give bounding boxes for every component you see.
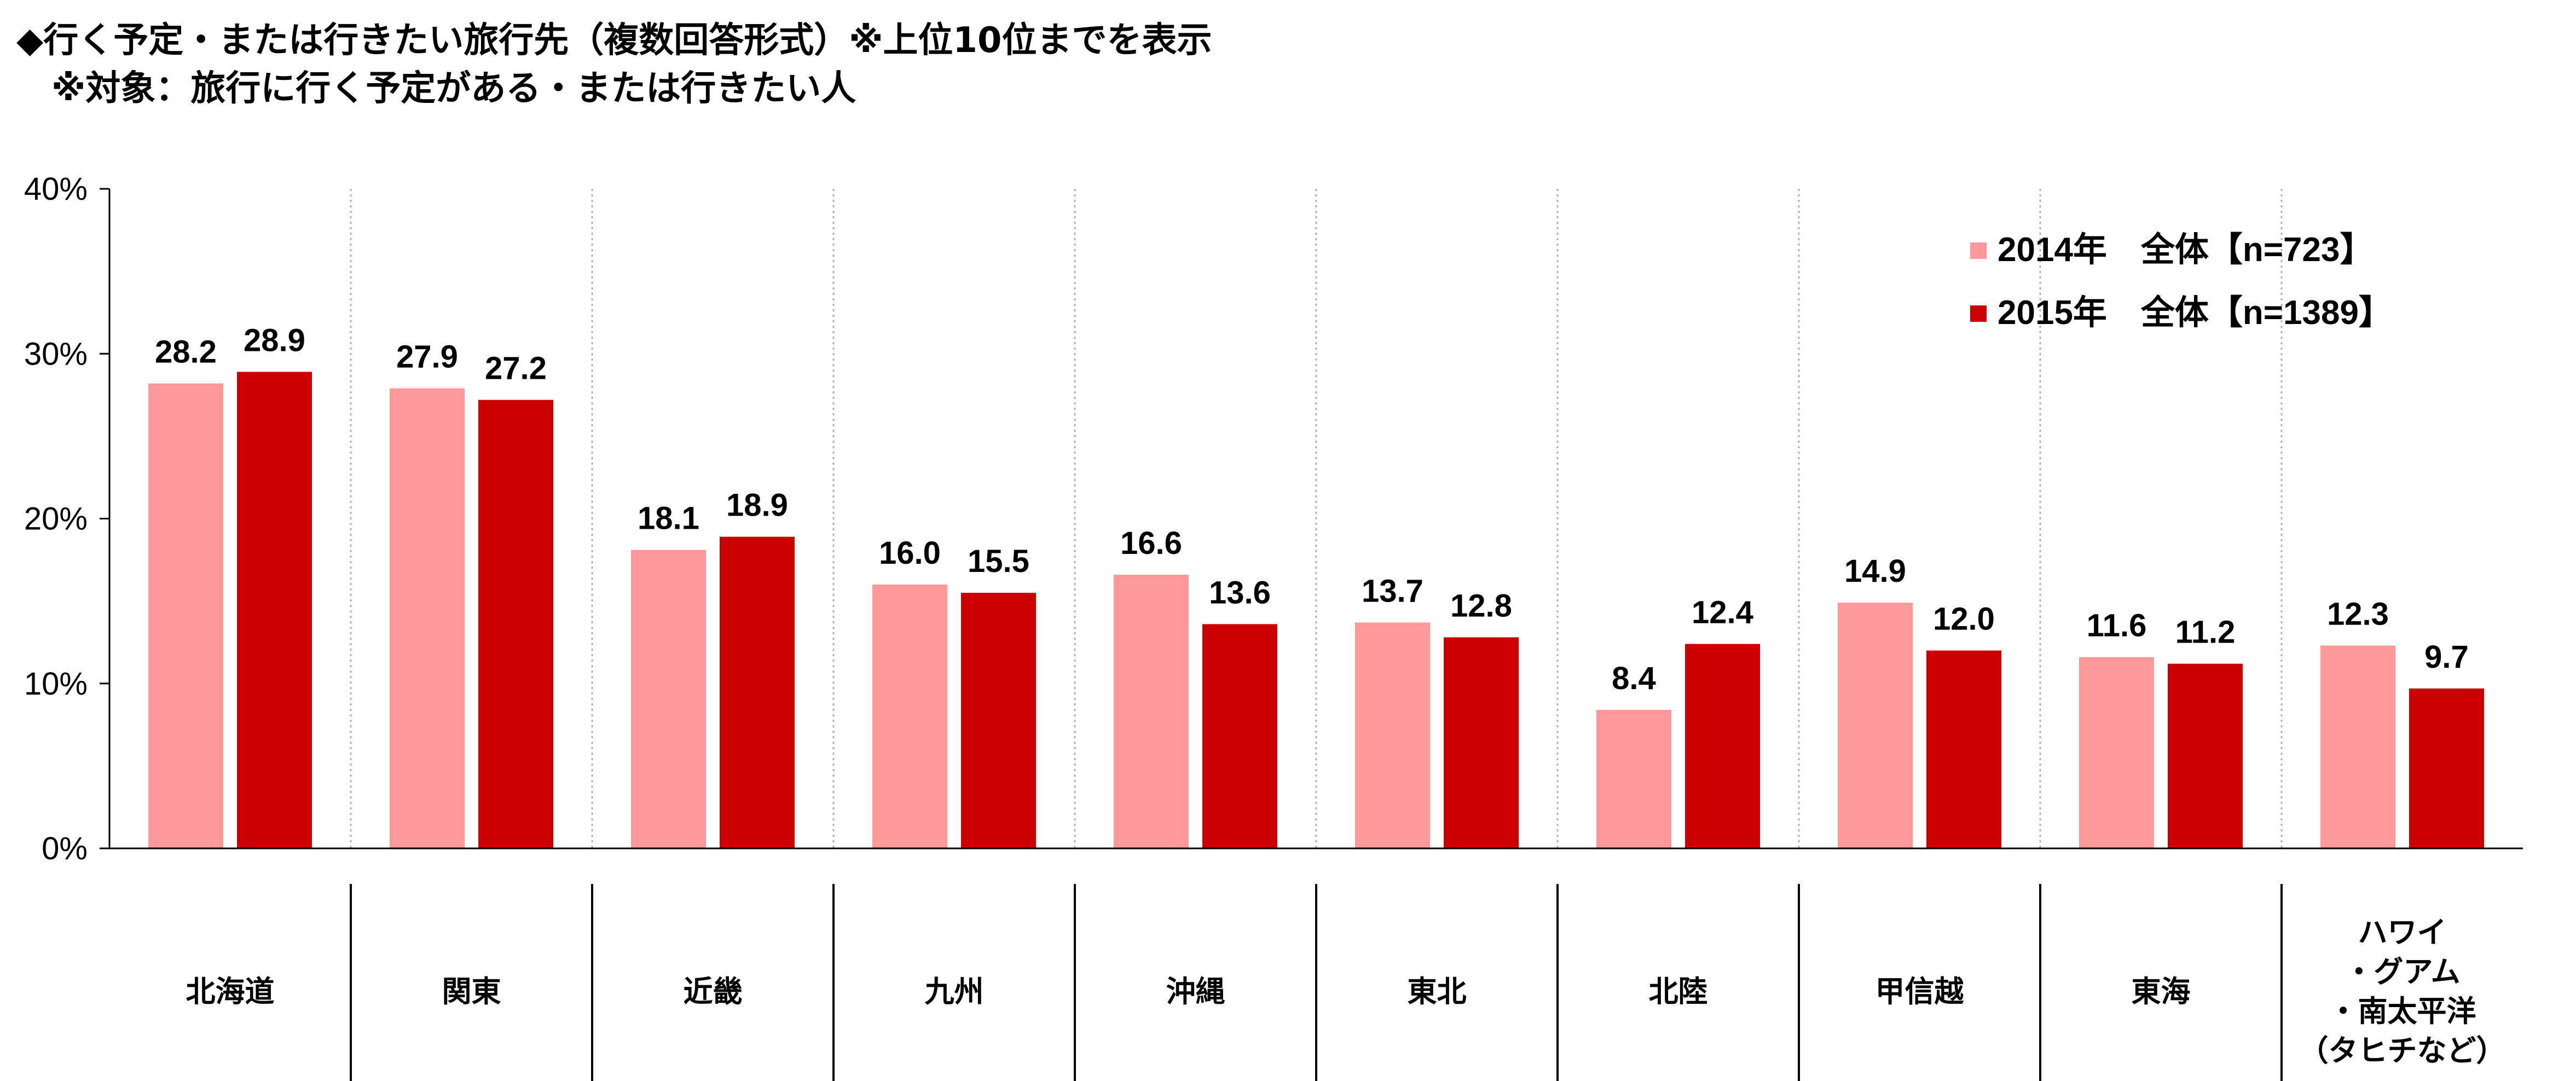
y-tick-label: 20% — [24, 501, 88, 537]
category-label: 関東 — [442, 975, 501, 1008]
data-label: 27.9 — [396, 339, 458, 375]
category-label: 甲信越 — [1875, 975, 1965, 1008]
data-label: 16.6 — [1120, 525, 1182, 561]
category-separators — [350, 189, 2283, 1081]
category-label: 北陸 — [1649, 975, 1708, 1008]
data-label: 12.0 — [1933, 602, 1995, 637]
data-label: 13.7 — [1362, 573, 1423, 609]
bar-series-1 — [1838, 603, 1913, 848]
chart-title: ◆行く予定・または行きたい旅行先（複数回答形式）※上位10位までを表示 ※対象：… — [16, 16, 2534, 113]
bars — [148, 372, 2484, 848]
data-label: 11.2 — [2175, 615, 2236, 650]
category-label: 近畿 — [684, 975, 743, 1008]
bar-series-1 — [1114, 574, 1189, 848]
data-label: 12.8 — [1450, 588, 1512, 623]
data-label: 18.1 — [638, 501, 699, 536]
data-label: 12.4 — [1692, 594, 1753, 630]
legend-swatch — [1970, 242, 1987, 259]
category-label: 東北 — [1408, 975, 1467, 1008]
bar-series-2 — [237, 372, 312, 848]
category-label: ハワイ — [2358, 916, 2447, 949]
y-tick-label: 10% — [24, 666, 88, 702]
chart-title-line-2: ※対象：旅行に行く予定がある・または行きたい人 — [16, 68, 856, 109]
chart-title-line-1: ◆行く予定・または行きたい旅行先（複数回答形式）※上位10位までを表示 — [16, 20, 1212, 61]
data-label: 14.9 — [1844, 553, 1906, 589]
data-labels: 28.2 28.9 27.9 27.2 18.1 18.9 16.0 15.5 16.6 13.6… — [155, 322, 2469, 696]
legend-label: 2015年 全体【n=1389】 — [1998, 294, 2393, 332]
bar-series-2 — [1202, 624, 1277, 848]
data-label: 13.6 — [1209, 575, 1271, 610]
category-labels: 北海道 関東 近畿 九州 沖縄 東北 北陸 甲信越 東海 ハワイ・グアム・南太平洋 （タヒチなど） — [186, 916, 2506, 1067]
category-label: ・グアム — [2344, 956, 2460, 988]
bar-series-2 — [2409, 688, 2484, 848]
category-label: ・南太平洋 — [2329, 995, 2476, 1028]
category-label: 九州 — [925, 975, 984, 1008]
bar-series-1 — [390, 388, 465, 848]
legend-label: 2014年 全体【n=723】 — [1998, 231, 2374, 269]
bar-series-2 — [1926, 650, 2001, 848]
data-label: 12.3 — [2327, 596, 2389, 632]
category-label: 北海道 — [186, 975, 275, 1008]
data-label: 27.2 — [485, 351, 547, 386]
bar-series-1 — [1596, 709, 1671, 848]
bar-series-1 — [2079, 657, 2154, 848]
data-label: 11.6 — [2087, 608, 2147, 644]
data-label: 28.2 — [155, 334, 217, 369]
category-label: 東海 — [2132, 975, 2191, 1008]
y-tick-label: 0% — [42, 831, 88, 866]
legend-swatch — [1970, 305, 1987, 322]
data-label: 18.9 — [726, 488, 788, 523]
bar-series-1 — [2320, 645, 2395, 848]
data-label: 15.5 — [968, 544, 1029, 579]
axes: 0% 10% 20% 30% 40% — [24, 171, 2523, 866]
legend: 2014年 全体【n=723】 2015年 全体【n=1389】 — [1970, 231, 2393, 332]
y-tick-label: 30% — [24, 336, 88, 372]
category-label: （タヒチなど） — [2299, 1034, 2506, 1067]
y-tick-label: 40% — [24, 171, 88, 207]
data-label: 28.9 — [244, 322, 305, 358]
bar-series-2 — [1444, 637, 1519, 848]
category-label: 沖縄 — [1166, 975, 1225, 1008]
bar-series-2 — [961, 593, 1036, 848]
bar-series-2 — [720, 536, 795, 848]
bar-series-2 — [1685, 644, 1760, 848]
bar-series-1 — [148, 383, 223, 848]
bar-series-1 — [872, 585, 947, 848]
bar-series-1 — [1355, 622, 1430, 848]
bar-series-2 — [478, 400, 553, 848]
data-label: 16.0 — [879, 535, 941, 571]
data-label: 8.4 — [1612, 661, 1656, 696]
data-label: 9.7 — [2424, 639, 2469, 675]
bar-series-1 — [631, 550, 706, 848]
bar-series-2 — [2168, 663, 2243, 848]
